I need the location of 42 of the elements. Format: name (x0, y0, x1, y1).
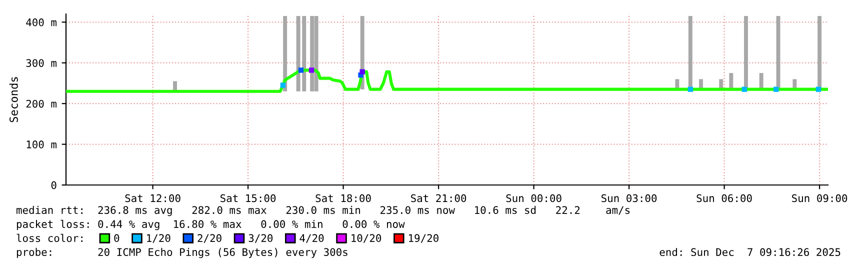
y-tick-label: 200 m (26, 100, 56, 108)
x-tick-label: Sat 12:00 (125, 194, 180, 202)
text: median rtt: 236.8 ms avg 282.0 ms max 230.0 ms min 235.0 ms now 10.6 ms sd 22.2 am/s (16, 206, 630, 216)
legend-label: 2/20 (198, 234, 222, 243)
legend-label: 3/20 (248, 234, 273, 243)
point (360, 69, 365, 74)
bar (310, 16, 314, 92)
point (742, 86, 747, 92)
x-tick-label: Sat 18:00 (316, 194, 371, 202)
y-tick-label: 400 m (26, 18, 56, 26)
legend-title: loss color: (16, 234, 82, 242)
point (774, 86, 779, 92)
x-tick-label: Sun 00:00 (506, 194, 562, 202)
y-tick-label: 100 m (26, 140, 56, 148)
point (298, 68, 304, 73)
bar (759, 73, 764, 90)
x-tick-label: Sun 03:00 (602, 194, 657, 202)
legend-label: 4/20 (300, 234, 324, 243)
point (308, 68, 314, 73)
text: end: Sun Dec 7 09:16:26 2025 (660, 248, 840, 256)
bar (744, 16, 748, 90)
legend-label: 1/20 (147, 234, 170, 243)
y-tick-label: 0 (51, 181, 56, 190)
text: packet loss: 0.44 % avg 16.80 % max 0.00 % min 0.00 % now (16, 220, 405, 230)
text: probe: 20 ICMP Echo Pings (56 Bytes) every 300s (16, 248, 348, 258)
bar (283, 16, 288, 92)
x-tick-label: Sun 06:00 (696, 194, 752, 202)
legend-label: 19/20 (409, 234, 438, 243)
point (816, 86, 822, 92)
bar (729, 73, 734, 90)
y-axis-title: Seconds (9, 77, 18, 122)
point (688, 86, 694, 92)
x-tick-label: Sat 15:00 (220, 194, 276, 202)
y-tick-label: 300 m (26, 59, 56, 67)
x-tick-label: Sat 21:00 (411, 194, 466, 202)
legend-label: 0 (114, 234, 120, 242)
bar (818, 16, 822, 90)
point (280, 82, 286, 88)
legend-label: 10/20 (352, 234, 382, 243)
line-series (66, 68, 828, 93)
x-tick-label: Sun 09:00 (792, 194, 848, 202)
bar (314, 16, 318, 92)
